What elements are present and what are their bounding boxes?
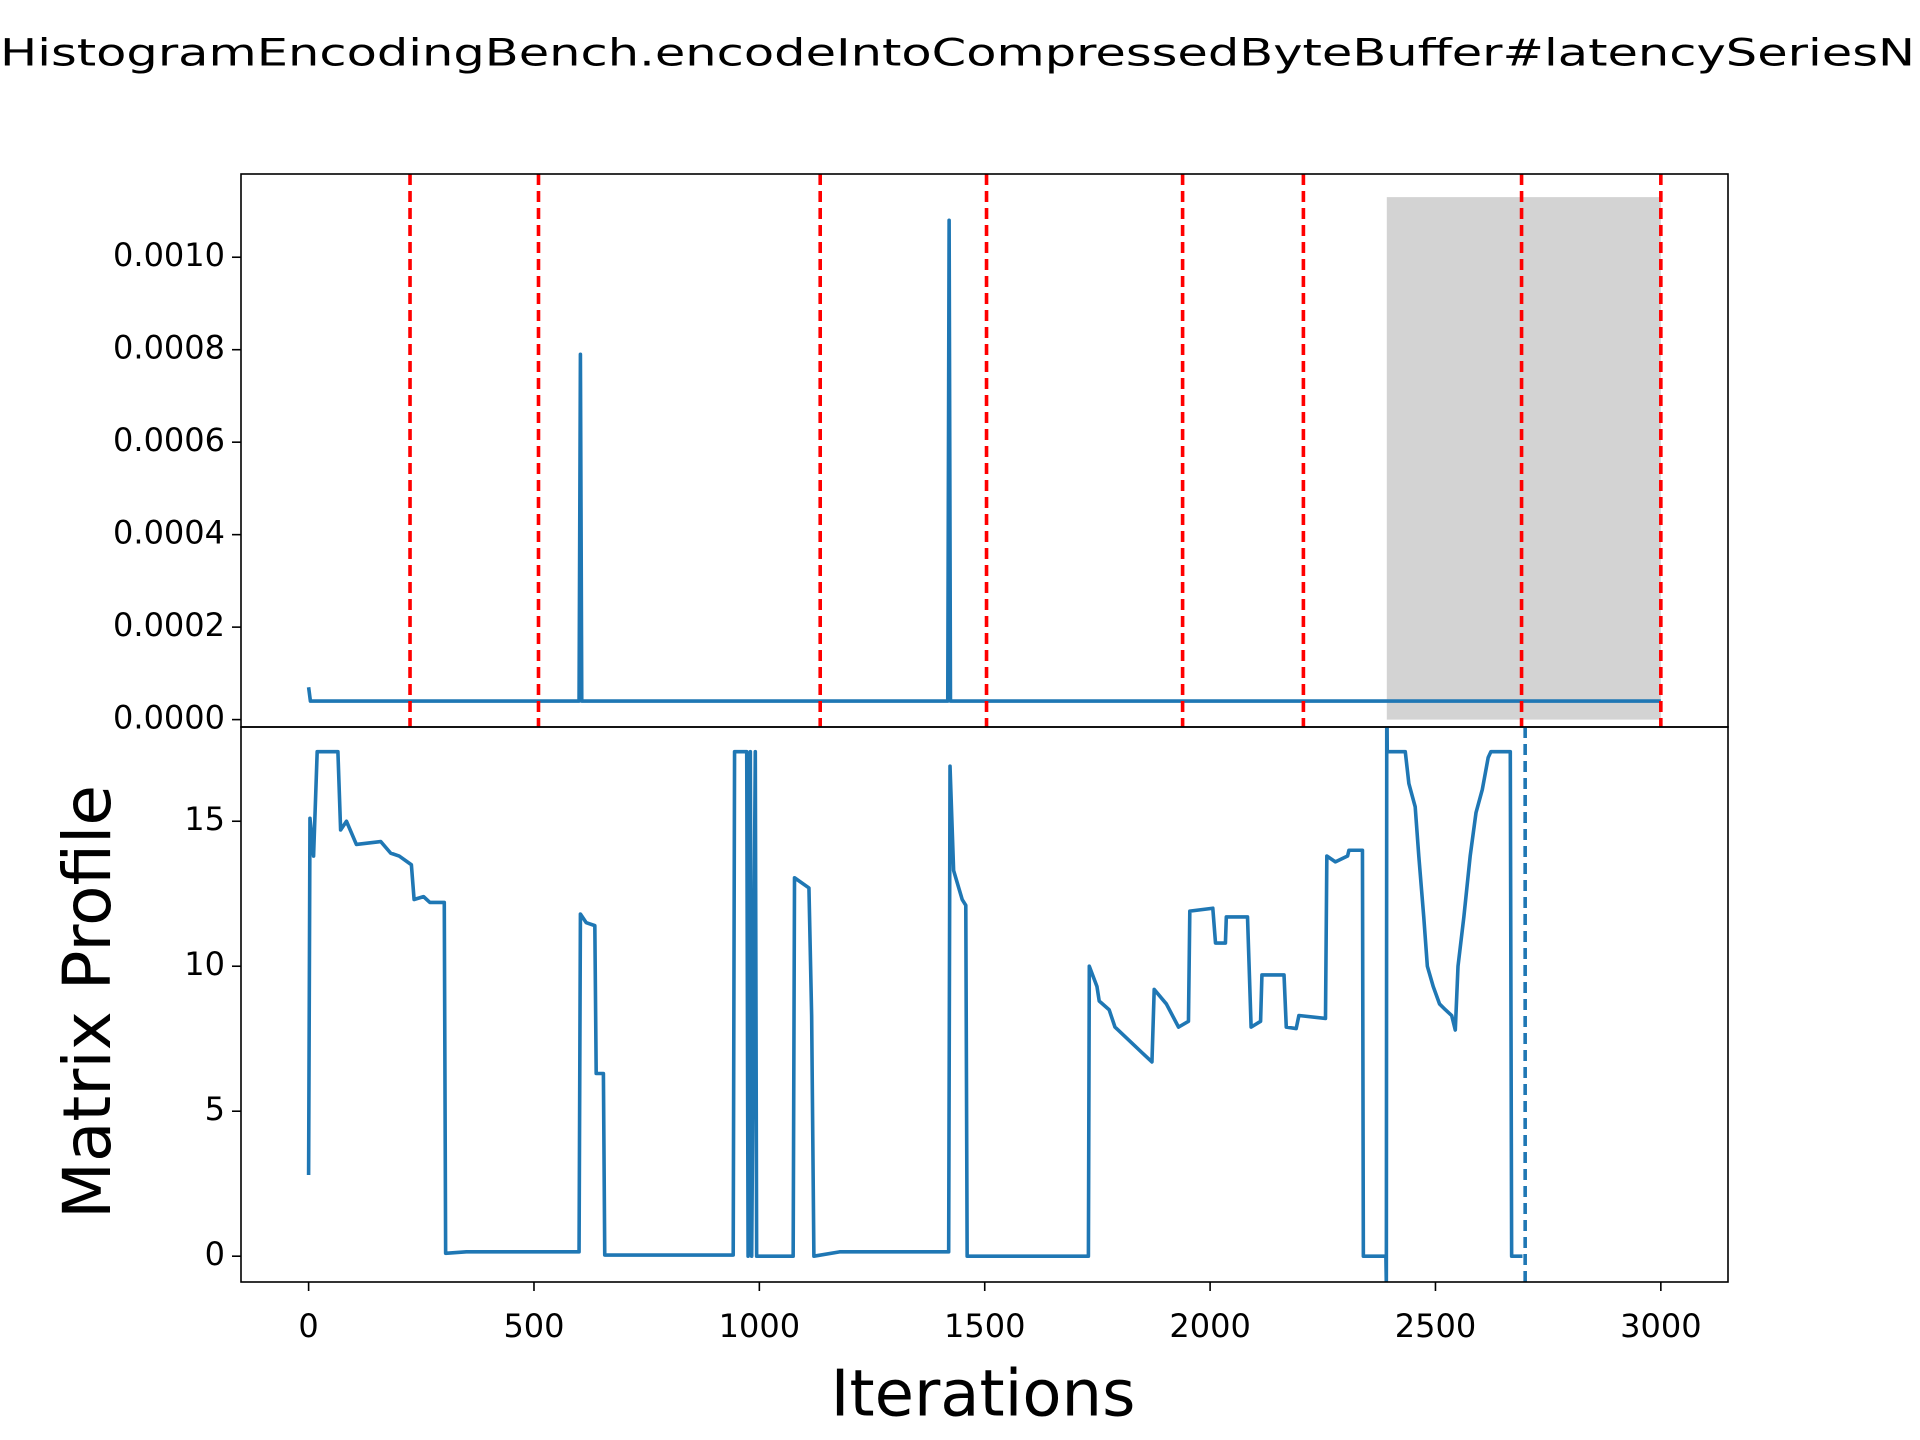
- y-tick-label: 0.0006: [113, 421, 225, 459]
- x-tick-label: 3000: [1620, 1307, 1701, 1345]
- chart-title: HistogramEncodingBench.encodeIntoCompres…: [0, 32, 1915, 75]
- y-tick-label: 10: [184, 945, 225, 983]
- data-line: [306, 727, 1523, 1282]
- y-axis-label: Matrix Profile: [49, 785, 126, 1219]
- x-tick-label: 0: [298, 1307, 318, 1345]
- highlight-span: [1386, 197, 1661, 720]
- y-tick-label: 15: [184, 800, 225, 838]
- plot-area: [306, 174, 1663, 727]
- y-tick-label: 0.0004: [113, 514, 225, 552]
- y-tick-label: 0.0008: [113, 329, 225, 367]
- x-tick-label: 1500: [944, 1307, 1025, 1345]
- data-line: [306, 218, 1661, 703]
- y-tick-label: 5: [205, 1090, 225, 1128]
- x-tick-label: 500: [503, 1307, 564, 1345]
- y-tick-label: 0.0002: [113, 606, 225, 644]
- y-tick-label: 0.0000: [113, 699, 225, 737]
- x-axis-label: Iterations: [831, 1358, 1136, 1432]
- x-tick-label: 2500: [1395, 1307, 1476, 1345]
- plot-area: [306, 727, 1527, 1282]
- y-tick-label: 0.0010: [113, 236, 225, 274]
- y-tick-label: 0: [205, 1235, 225, 1273]
- x-tick-label: 2000: [1169, 1307, 1250, 1345]
- x-tick-label: 1000: [719, 1307, 800, 1345]
- axes-frame: [240, 726, 1729, 1283]
